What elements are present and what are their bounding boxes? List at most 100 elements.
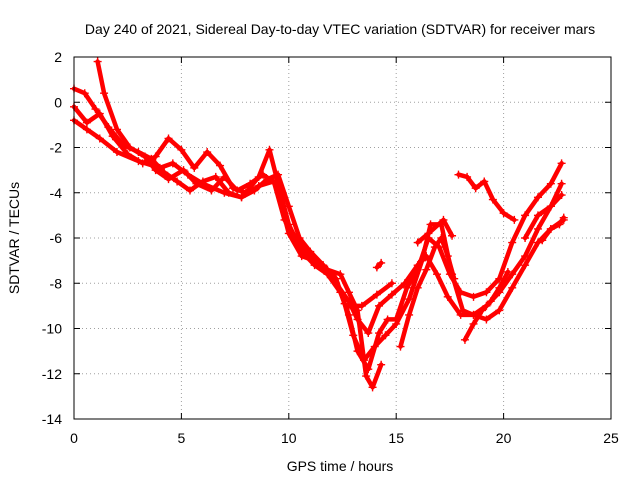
data-point-marker [443, 252, 452, 261]
data-point-marker [521, 211, 530, 220]
data-point-marker [80, 89, 89, 98]
data-point-marker [557, 191, 566, 200]
series-track [346, 281, 395, 309]
data-series-12 [538, 213, 568, 245]
data-series-4 [93, 57, 386, 392]
data-point-marker [295, 234, 304, 242]
data-point-marker [164, 175, 173, 184]
data-point-marker [533, 238, 542, 247]
data-point-marker [383, 315, 392, 324]
data-point-marker [265, 145, 274, 154]
data-point-marker [284, 229, 293, 238]
data-point-marker [450, 274, 459, 283]
y-tick-label: -6 [50, 230, 63, 246]
data-point-marker [233, 186, 242, 195]
data-point-marker [211, 172, 220, 181]
x-tick-label: 25 [603, 430, 619, 446]
data-point-marker [437, 234, 446, 242]
data-point-marker [413, 238, 422, 247]
data-point-marker [396, 342, 405, 351]
data-point-marker [173, 177, 182, 186]
data-point-marker [538, 236, 547, 245]
data-point-marker [177, 145, 186, 154]
data-point-marker [368, 383, 377, 392]
data-point-marker [471, 184, 480, 193]
data-series-9 [454, 170, 519, 224]
data-point-marker [203, 148, 212, 157]
data-point-marker [370, 342, 379, 351]
data-point-marker [93, 57, 102, 66]
data-point-marker [392, 319, 401, 328]
data-point-marker [478, 306, 487, 315]
data-point-marker [422, 265, 431, 274]
data-series-3 [70, 84, 568, 365]
data-point-marker [349, 331, 358, 340]
data-point-marker [482, 315, 491, 324]
data-point-marker [433, 270, 442, 279]
data-point-marker [82, 125, 91, 134]
data-point-marker [344, 288, 353, 297]
y-tick-label: 0 [54, 94, 62, 110]
series-track [95, 59, 384, 390]
data-point-marker [332, 274, 341, 283]
data-point-marker [357, 301, 366, 310]
data-point-marker [402, 283, 411, 292]
x-axis-title: GPS time / hours [287, 458, 394, 474]
series-track [415, 217, 455, 245]
x-tick-label: 20 [496, 430, 512, 446]
data-point-marker [405, 295, 414, 304]
data-point-marker [460, 335, 469, 344]
data-point-marker [533, 224, 542, 233]
data-point-marker [344, 301, 353, 310]
data-point-marker [454, 170, 463, 179]
chart-title: Day 240 of 2021, Sidereal Day-to-day VTE… [85, 21, 595, 37]
data-point-marker [413, 283, 422, 292]
x-tick-label: 10 [281, 430, 297, 446]
data-point-marker [323, 265, 332, 274]
data-point-marker [405, 310, 414, 319]
data-point-marker [486, 297, 495, 306]
data-point-marker [508, 283, 517, 292]
data-series-5 [344, 279, 396, 310]
y-tick-label: 2 [54, 49, 62, 65]
data-point-marker [521, 261, 530, 270]
x-tick-label: 0 [70, 430, 78, 446]
data-point-marker [546, 179, 555, 188]
data-point-marker [271, 179, 280, 188]
data-point-marker [469, 310, 478, 319]
data-point-marker [151, 152, 160, 161]
data-point-marker [164, 134, 173, 143]
data-point-marker [179, 166, 188, 175]
data-point-marker [377, 258, 386, 267]
data-point-marker [533, 211, 542, 220]
data-point-marker [112, 148, 121, 157]
data-series-7 [396, 234, 459, 351]
data-point-marker [508, 270, 517, 279]
data-point-marker [91, 105, 100, 114]
data-point-marker [469, 292, 478, 301]
data-point-marker [546, 224, 555, 233]
data-point-marker [495, 283, 504, 292]
data-point-marker [448, 231, 457, 240]
data-point-marker [274, 170, 283, 179]
series-track [71, 104, 564, 372]
data-point-marker [198, 177, 207, 186]
data-point-marker [336, 270, 345, 279]
data-point-marker [426, 220, 435, 229]
data-point-marker [557, 159, 566, 168]
data-point-marker [557, 179, 566, 188]
data-point-marker [250, 186, 259, 195]
data-point-marker [417, 256, 426, 265]
data-point-marker [259, 170, 268, 179]
data-point-marker [499, 209, 508, 218]
data-point-marker [237, 193, 246, 202]
data-point-marker [216, 161, 225, 170]
data-point-marker [510, 215, 519, 224]
data-point-marker [220, 172, 229, 181]
series-track [522, 181, 564, 241]
y-tick-label: -2 [50, 140, 63, 156]
data-point-marker [555, 220, 564, 229]
data-point-marker [340, 299, 349, 308]
data-point-marker [140, 152, 149, 161]
